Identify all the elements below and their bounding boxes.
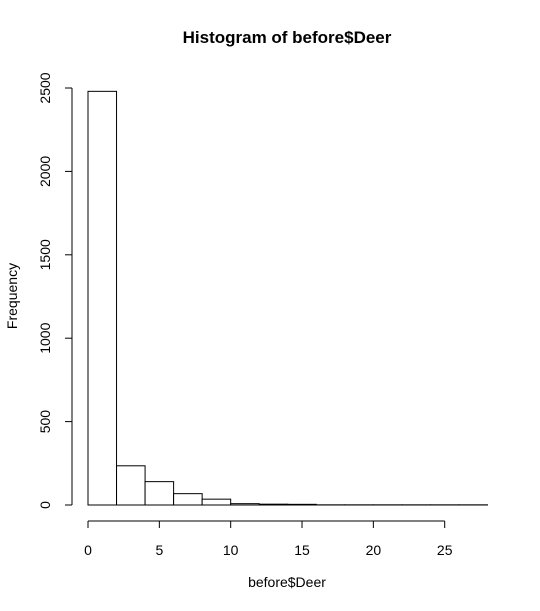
y-axis: 0 500 1000 1500 2000 2500 [37,72,73,509]
histogram-bar [201,498,232,506]
x-tick-label: 0 [84,542,92,558]
histogram-bar [230,503,260,506]
x-tick-label: 10 [223,542,239,558]
y-tick-label: 500 [37,410,53,434]
histogram-bar [116,465,146,506]
histogram-bar [144,481,175,506]
y-tick-label: 0 [37,501,53,509]
histogram-bars [87,90,488,506]
y-tick-label: 1500 [37,239,53,270]
y-tick-label: 2500 [37,72,53,103]
histogram-bar [173,493,203,506]
histogram-bar [287,503,317,506]
x-axis-title: before$Deer [248,574,326,590]
x-tick-label: 5 [155,542,163,558]
y-axis-title: Frequency [4,263,20,329]
histogram-bar [87,90,118,506]
x-tick-label: 25 [437,542,453,558]
x-tick-label: 15 [294,542,310,558]
x-tick-label: 20 [366,542,382,558]
chart-title: Histogram of before$Deer [183,28,392,47]
histogram-bar [258,503,289,506]
x-axis: 0 5 10 15 20 25 [84,520,453,558]
y-tick-label: 2000 [37,156,53,187]
y-tick-label: 1000 [37,322,53,353]
